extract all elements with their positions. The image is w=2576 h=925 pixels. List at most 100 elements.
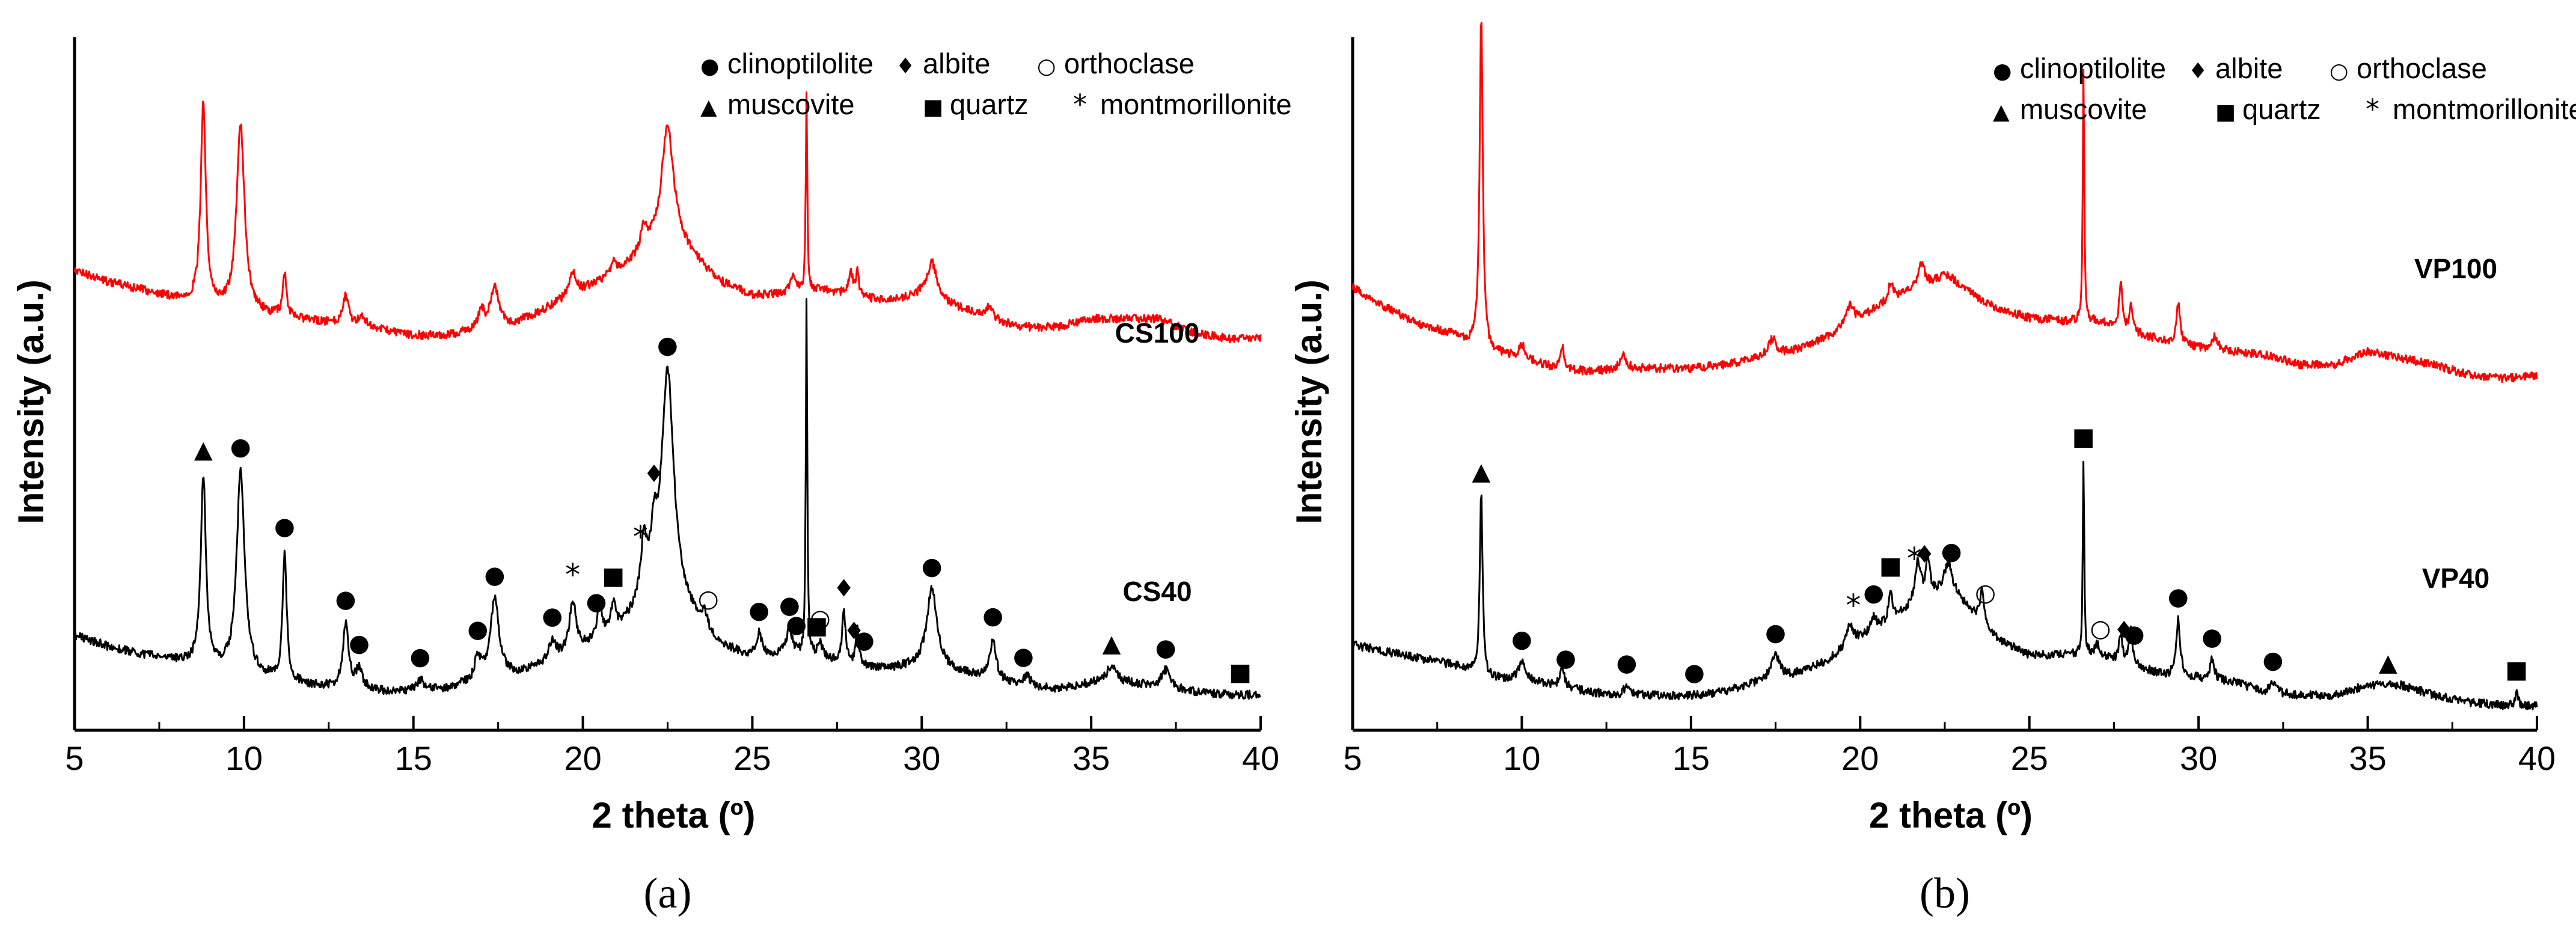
phase-marker: ♦: [843, 617, 865, 645]
phase-marker: *: [1907, 542, 1922, 576]
phase-marker: ♦: [833, 575, 855, 602]
x-tick-label: 35: [1072, 739, 1110, 777]
x-tick-label: 25: [733, 739, 771, 777]
phase-marker: ▲: [194, 436, 213, 463]
x-tick-label: 30: [903, 739, 940, 777]
legend-entry-muscovite: muscovite: [727, 88, 855, 120]
legend-entry-orthoclase: orthoclase: [2357, 52, 2487, 84]
x-tick-label: 10: [225, 739, 263, 777]
x-tick-label: 40: [1242, 739, 1279, 777]
legend-entry-montmorillonite: montmorillonite: [2393, 93, 2576, 125]
x-tick-label: 10: [1503, 739, 1540, 777]
phase-marker: ●: [748, 596, 769, 624]
legend-glyph: *: [2366, 93, 2379, 126]
phase-marker: ■: [1879, 552, 1902, 579]
phase-marker: ♦: [643, 460, 665, 488]
phase-marker: *: [1846, 588, 1861, 623]
phase-marker: ●: [2124, 620, 2145, 648]
legend-glyph: ♦: [2188, 59, 2207, 84]
phase-marker: ●: [335, 585, 356, 613]
phase-marker: ●: [410, 643, 431, 670]
phase-marker: ●: [1155, 634, 1176, 662]
phase-marker: ♦: [2113, 617, 2135, 644]
phase-marker: ●: [274, 513, 295, 540]
phase-marker: ●: [2201, 623, 2223, 651]
phase-marker: ●: [779, 591, 800, 619]
x-tick-label: 30: [2180, 739, 2217, 777]
panel-b: 5 10 15 20 25 30 35 40 2 theta (º) Intensity (a.u…: [1289, 22, 2576, 917]
series-label-vp40: VP40: [2422, 563, 2490, 594]
phase-marker: ■: [602, 562, 625, 590]
phase-marker: ●: [349, 630, 370, 658]
phase-marker: ●: [1941, 538, 1962, 566]
legend-entry-quartz: quartz: [950, 88, 1029, 120]
x-tick-label: 40: [2518, 739, 2556, 777]
phase-marker: ●: [982, 602, 1003, 629]
legend-glyph: ○: [1037, 54, 1056, 79]
phase-marker: ▲: [1103, 630, 1121, 658]
phase-marker: ○: [698, 585, 719, 613]
x-tick-label: 5: [1343, 739, 1362, 777]
panel-label: (a): [644, 869, 692, 917]
legend-glyph: ▲: [700, 95, 717, 120]
phase-marker: ●: [1013, 643, 1034, 670]
phase-marker: ●: [1765, 619, 1786, 647]
legend-glyph: ▲: [1993, 100, 2010, 124]
phase-marker: ■: [1229, 659, 1252, 686]
phase-marker: ●: [586, 588, 607, 615]
phase-marker: ●: [1684, 659, 1705, 686]
x-tick-label: 15: [1672, 739, 1710, 777]
legend-glyph: *: [1073, 88, 1087, 121]
legend: ● clinoptilolite ♦ albite ○ orthoclase ▲ muscov…: [1993, 52, 2576, 126]
series-label-cs40: CS40: [1122, 576, 1192, 607]
legend-glyph: ●: [700, 54, 719, 79]
phase-marker: ○: [1975, 579, 1996, 607]
phase-marker: ●: [2168, 583, 2189, 611]
phase-marker: ▲: [2379, 649, 2397, 677]
series-cs40-trace: [73, 298, 1261, 700]
legend-glyph: ●: [1993, 59, 2012, 84]
phase-marker: ■: [2072, 423, 2095, 451]
legend: ● clinoptilolite ♦ albite ○ orthoclase ▲ muscov…: [700, 47, 1292, 121]
legend-glyph: ○: [2330, 59, 2348, 84]
panel-a: 5 10 15 20 25 30 35 40 2 theta (º) Intensity (a.u…: [11, 37, 1292, 917]
legend-entry-orthoclase: orthoclase: [1064, 47, 1195, 79]
x-tick-label: 20: [564, 739, 601, 777]
phase-marker: ○: [810, 605, 831, 632]
phase-marker: ●: [1616, 649, 1637, 677]
phase-marker: ●: [467, 615, 488, 643]
x-tick-label: 20: [1841, 739, 1879, 777]
legend-glyph: ♦: [896, 54, 915, 79]
y-axis-title: Intensity (a.u.): [1289, 279, 1329, 524]
legend-entry-quartz: quartz: [2242, 93, 2321, 125]
phase-marker: ●: [657, 332, 678, 359]
x-tick-label: 5: [65, 739, 84, 777]
phase-marker: ○: [2090, 615, 2111, 643]
phase-marker: *: [633, 520, 648, 555]
legend-entry-montmorillonite: montmorillonite: [1100, 88, 1292, 120]
x-tick-label: 25: [2011, 739, 2048, 777]
phase-marker: ●: [786, 611, 807, 638]
series-label-vp100: VP100: [2414, 253, 2497, 284]
phase-marker: ■: [2505, 656, 2528, 683]
legend-entry-clinoptilolite: clinoptilolite: [2020, 52, 2166, 84]
legend-entry-muscovite: muscovite: [2020, 93, 2147, 125]
legend-entry-albite: albite: [2215, 52, 2283, 84]
series-vp40-trace: [1352, 460, 2538, 710]
phase-marker: *: [565, 558, 580, 593]
phase-marker: ■: [806, 612, 828, 640]
legend-glyph: ■: [2215, 100, 2236, 124]
phase-marker: ●: [230, 433, 251, 461]
phase-marker: ●: [922, 552, 943, 580]
x-tick-label: 15: [395, 739, 432, 777]
legend-entry-albite: albite: [923, 47, 990, 79]
phase-marker: ♦: [1914, 541, 1935, 569]
x-tick-label: 35: [2349, 739, 2386, 777]
phase-marker: ●: [485, 561, 506, 589]
phase-marker: ●: [2263, 647, 2284, 674]
series-vp100-trace: [1351, 22, 2538, 383]
legend-entry-clinoptilolite: clinoptilolite: [727, 47, 873, 79]
series-label-cs100: CS100: [1115, 317, 1200, 349]
series-cs100-trace: [73, 91, 1262, 344]
